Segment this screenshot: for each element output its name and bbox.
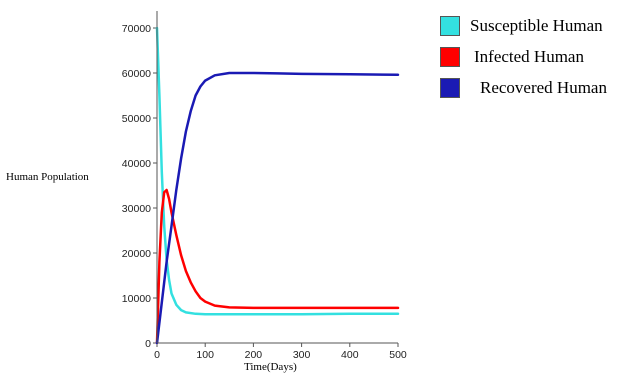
series-line-infected (155, 188, 400, 345)
series-line-recovered (155, 71, 400, 345)
y-tick-label: 60000 (122, 68, 151, 80)
series-line-susceptible (155, 26, 400, 316)
legend-swatch-infected (440, 47, 460, 67)
y-tick-label: 20000 (122, 248, 151, 260)
legend-label-recovered: Recovered Human (480, 78, 607, 97)
y-tick-label: 30000 (122, 203, 151, 215)
x-axis-title: Time(Days) (244, 361, 297, 373)
y-tick-label: 40000 (122, 158, 151, 170)
legend-swatch-recovered (440, 78, 460, 98)
x-tick-label: 500 (389, 349, 407, 361)
x-axis: 0 100 200 300 400 500 (154, 343, 407, 361)
y-tick-label: 50000 (122, 113, 151, 125)
y-tick-label: 0 (145, 338, 151, 350)
x-tick-label: 200 (245, 349, 263, 361)
x-tick-label: 0 (154, 349, 160, 361)
plot-lines (155, 26, 400, 345)
x-tick-label: 400 (341, 349, 359, 361)
y-tick-label: 10000 (122, 293, 151, 305)
x-tick-label: 300 (293, 349, 311, 361)
x-tick-label: 100 (196, 349, 214, 361)
legend-label-infected: Infected Human (474, 47, 584, 66)
y-tick-label: 70000 (122, 23, 151, 35)
y-axis: 0 10000 20000 30000 40000 50000 60000 70000 (122, 23, 157, 350)
legend-label-susceptible: Susceptible Human (470, 16, 603, 35)
y-axis-title: Human Population (6, 171, 89, 183)
legend-swatch-susceptible (440, 16, 460, 36)
